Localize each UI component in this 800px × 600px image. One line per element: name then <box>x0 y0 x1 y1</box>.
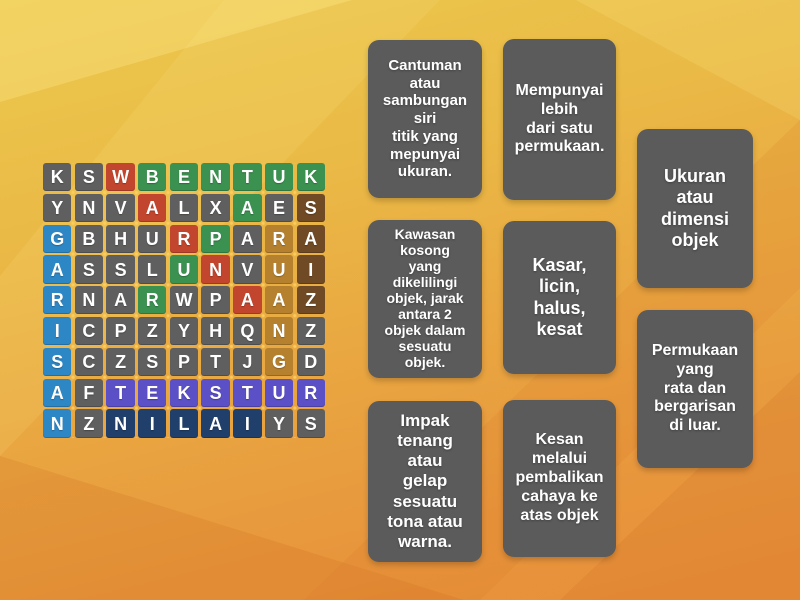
grid-cell[interactable]: L <box>138 255 167 284</box>
grid-cell[interactable]: L <box>169 193 199 223</box>
grid-cell[interactable]: A <box>201 409 230 438</box>
grid-cell[interactable]: T <box>233 163 262 192</box>
grid-cell[interactable]: I <box>138 409 167 438</box>
clue-card[interactable]: Kawasan kosong yang dikelilingi objek, j… <box>368 220 482 378</box>
grid-cell[interactable]: S <box>106 255 135 284</box>
grid-cell[interactable]: Z <box>106 347 135 377</box>
grid-cell[interactable]: K <box>43 163 72 192</box>
grid-cell[interactable]: T <box>233 378 262 407</box>
grid-cell[interactable]: E <box>169 163 199 192</box>
grid-cell[interactable]: N <box>201 163 230 192</box>
grid-cell[interactable]: Z <box>296 286 325 315</box>
grid-cell[interactable]: N <box>106 409 135 438</box>
clue-text: Kesan melalui pembalikan cahaya ke atas … <box>515 431 604 524</box>
grid-cell[interactable]: R <box>169 224 199 253</box>
grid-cell[interactable]: J <box>233 347 262 377</box>
grid-cell[interactable]: R <box>296 378 325 407</box>
grid-cell[interactable]: V <box>106 193 135 223</box>
grid-cell[interactable]: U <box>264 378 294 407</box>
grid-cell[interactable]: P <box>169 347 199 377</box>
grid-cell[interactable]: A <box>233 193 262 223</box>
grid-cell[interactable]: N <box>43 409 72 438</box>
clue-text: Ukuran atau dimensi objek <box>660 166 730 250</box>
grid-cell[interactable]: S <box>74 255 104 284</box>
grid-cell[interactable]: A <box>43 255 72 284</box>
grid-cell[interactable]: C <box>74 316 104 346</box>
grid-cell[interactable]: S <box>296 193 325 223</box>
grid-cell[interactable]: A <box>264 286 294 315</box>
grid-cell[interactable]: A <box>233 286 262 315</box>
grid-cell[interactable]: K <box>169 378 199 407</box>
grid-cell[interactable]: H <box>201 316 230 346</box>
grid-cell[interactable]: N <box>74 193 104 223</box>
grid-cell[interactable]: Z <box>74 409 104 438</box>
clue-text: Kasar, licin, halus, kesat <box>532 255 587 339</box>
clue-card[interactable]: Mempunyai lebih dari satu permukaan. <box>503 39 616 200</box>
grid-cell[interactable]: X <box>201 193 230 223</box>
grid-cell[interactable]: B <box>138 163 167 192</box>
clue-text: Cantuman atau sambungan siri titik yang … <box>382 57 468 181</box>
clue-text: Mempunyai lebih dari satu permukaan. <box>514 81 605 156</box>
clue-card[interactable]: Kesan melalui pembalikan cahaya ke atas … <box>503 400 616 557</box>
clue-card[interactable]: Impak tenang atau gelap sesuatu tona ata… <box>368 401 482 562</box>
grid-cell[interactable]: Q <box>233 316 262 346</box>
grid-cell[interactable]: A <box>43 378 72 407</box>
grid-cell[interactable]: P <box>106 316 135 346</box>
grid-cell[interactable]: L <box>169 409 199 438</box>
grid-cell[interactable]: S <box>43 347 72 377</box>
grid-cell[interactable]: R <box>43 286 72 315</box>
grid-cell[interactable]: U <box>169 255 199 284</box>
grid-cell[interactable]: D <box>296 347 325 377</box>
grid-cell[interactable]: P <box>201 224 230 253</box>
clue-card[interactable]: Permukaan yang rata dan bergarisan di lu… <box>637 310 753 468</box>
clue-card[interactable]: Ukuran atau dimensi objek <box>637 129 753 288</box>
clue-card[interactable]: Kasar, licin, halus, kesat <box>503 221 616 374</box>
grid-cell[interactable]: Y <box>43 193 72 223</box>
grid-cell[interactable]: I <box>233 409 262 438</box>
grid-cell[interactable]: V <box>233 255 262 284</box>
grid-cell[interactable]: U <box>264 255 294 284</box>
clue-text: Kawasan kosong yang dikelilingi objek, j… <box>384 226 466 370</box>
grid-cell[interactable]: A <box>296 224 325 253</box>
grid-cell[interactable]: Y <box>264 409 294 438</box>
grid-cell[interactable]: R <box>264 224 294 253</box>
grid-cell[interactable]: S <box>201 378 230 407</box>
grid-cell[interactable]: B <box>74 224 104 253</box>
grid-cell[interactable]: U <box>138 224 167 253</box>
grid-cell[interactable]: Y <box>169 316 199 346</box>
grid-cell[interactable]: U <box>264 163 294 192</box>
grid-cell[interactable]: I <box>43 316 72 346</box>
clue-card[interactable]: Cantuman atau sambungan siri titik yang … <box>368 40 482 198</box>
clue-text: Impak tenang atau gelap sesuatu tona ata… <box>387 411 463 551</box>
grid-cell[interactable]: A <box>138 193 167 223</box>
grid-cell[interactable]: Z <box>138 316 167 346</box>
grid-cell[interactable]: S <box>74 163 104 192</box>
grid-cell[interactable]: G <box>43 224 72 253</box>
grid-cell[interactable]: W <box>106 163 135 192</box>
grid-cell[interactable]: F <box>74 378 104 407</box>
grid-cell[interactable]: W <box>169 286 199 315</box>
grid-cell[interactable]: E <box>264 193 294 223</box>
grid-cell[interactable]: P <box>201 286 230 315</box>
grid-cell[interactable]: K <box>296 163 325 192</box>
grid-cell[interactable]: C <box>74 347 104 377</box>
grid-cell[interactable]: Z <box>296 316 325 346</box>
grid-cell[interactable]: A <box>233 224 262 253</box>
clue-text: Permukaan yang rata dan bergarisan di lu… <box>651 341 739 435</box>
grid-cell[interactable]: S <box>138 347 167 377</box>
grid-cell[interactable]: I <box>296 255 325 284</box>
grid-cell[interactable]: N <box>74 286 104 315</box>
grid-cell[interactable]: N <box>201 255 230 284</box>
grid-cell[interactable]: G <box>264 347 294 377</box>
grid-cell[interactable]: A <box>106 286 135 315</box>
grid-cell[interactable]: H <box>106 224 135 253</box>
grid-cell[interactable]: T <box>106 378 135 407</box>
grid-cell[interactable]: T <box>201 347 230 377</box>
grid-cell[interactable]: E <box>138 378 167 407</box>
grid-cell[interactable]: N <box>264 316 294 346</box>
grid-cell[interactable]: R <box>138 286 167 315</box>
grid-cell[interactable]: S <box>296 409 325 438</box>
